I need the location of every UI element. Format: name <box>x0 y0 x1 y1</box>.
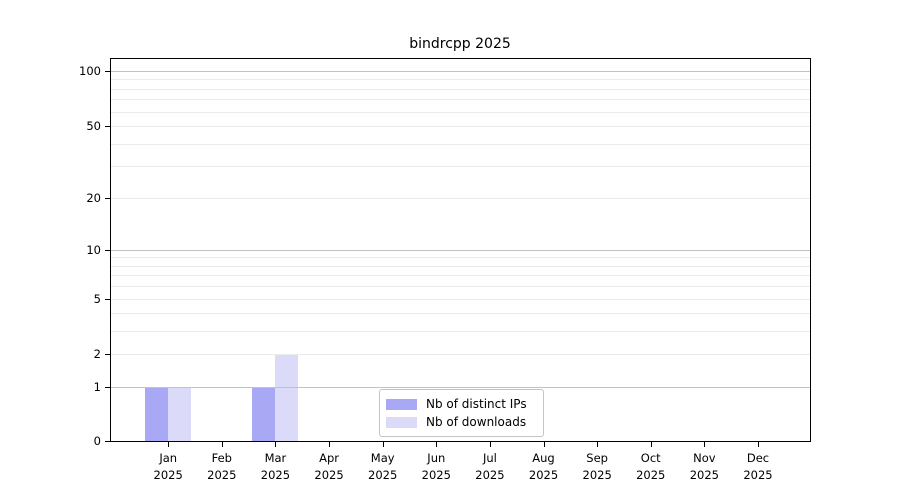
month-label: Sep <box>586 451 608 465</box>
month-label: Oct <box>640 451 661 465</box>
year-label: 2025 <box>475 468 505 482</box>
bar-distinct-ips <box>145 387 169 441</box>
year-label: 2025 <box>260 468 291 482</box>
gridline-minor <box>111 111 810 113</box>
x-axis-tick <box>221 442 223 447</box>
year-label: 2025 <box>314 468 344 482</box>
year-label: 2025 <box>153 468 183 482</box>
month-label: Mar <box>264 451 287 465</box>
y-axis-tick <box>105 71 110 72</box>
month-label: Jul <box>482 451 497 465</box>
gridline-major <box>111 249 810 251</box>
month-label: May <box>370 451 395 465</box>
year-label: 2025 <box>689 468 720 482</box>
x-axis-tick <box>597 442 599 447</box>
x-axis-tick-label: Dec 2025 <box>728 450 788 484</box>
x-axis-tick-label: Feb 2025 <box>192 450 252 484</box>
y-axis-tick <box>105 387 110 389</box>
y-axis-tick <box>105 126 110 128</box>
y-axis-tick-label: 100 <box>79 64 101 78</box>
month-label: Jun <box>427 451 446 465</box>
x-axis-tick-label: Jun 2025 <box>406 450 466 484</box>
month-label: Aug <box>532 451 555 465</box>
plot-area <box>110 58 811 442</box>
year-label: 2025 <box>528 468 559 482</box>
y-axis-tick-label: 1 <box>93 380 101 395</box>
gridline-minor <box>111 275 810 277</box>
x-axis-tick-label: Oct 2025 <box>621 450 681 484</box>
y-axis-tick-label: 5 <box>93 291 101 306</box>
y-axis-tick-label: 0 <box>93 434 101 448</box>
gridline-minor <box>111 331 810 333</box>
x-axis-tick-label: Apr 2025 <box>299 450 359 484</box>
month-label: Jan <box>159 451 178 465</box>
legend-item-distinct-ips: Nb of distinct IPs <box>386 397 537 411</box>
x-axis-tick-label: Jul 2025 <box>460 450 520 484</box>
y-axis-tick <box>105 441 110 442</box>
bar-distinct-ips <box>252 387 276 441</box>
x-axis-tick <box>650 442 652 447</box>
x-axis-tick <box>436 442 438 447</box>
x-axis-tick <box>275 442 277 447</box>
legend-item-downloads: Nb of downloads <box>386 415 537 429</box>
x-axis-tick <box>704 442 706 447</box>
month-label: Dec <box>746 451 770 465</box>
x-axis-tick-label: Sep 2025 <box>567 450 627 484</box>
year-label: 2025 <box>368 468 398 482</box>
legend-label-downloads: Nb of downloads <box>426 415 527 429</box>
y-axis-tick <box>105 298 110 300</box>
gridline-minor <box>111 166 810 168</box>
x-axis-tick <box>543 442 545 447</box>
y-axis-tick-label: 50 <box>86 119 101 134</box>
x-axis-tick-label: Aug 2025 <box>514 450 574 484</box>
y-axis-tick-label: 2 <box>93 347 101 362</box>
month-label: Nov <box>693 451 716 465</box>
month-label: Feb <box>211 451 232 465</box>
gridline-minor <box>111 354 810 356</box>
bar-downloads <box>168 387 192 441</box>
legend-swatch-downloads <box>386 416 417 428</box>
year-label: 2025 <box>421 468 451 482</box>
x-axis-tick-label: May 2025 <box>353 450 413 484</box>
x-axis-tick-label: Nov 2025 <box>674 450 734 484</box>
y-axis-tick <box>105 197 110 199</box>
gridline-major <box>111 71 810 72</box>
x-axis-tick <box>168 442 170 447</box>
year-label: 2025 <box>207 468 237 482</box>
gridline-minor <box>111 265 810 267</box>
gridline-minor <box>111 257 810 259</box>
x-axis-tick <box>382 442 384 447</box>
year-label: 2025 <box>636 468 666 482</box>
x-axis-tick-label: Mar 2025 <box>245 450 305 484</box>
year-label: 2025 <box>743 468 773 482</box>
legend-swatch-distinct-ips <box>386 398 417 410</box>
x-axis-tick <box>329 442 331 447</box>
gridline-minor <box>111 143 810 145</box>
gridline-minor <box>111 298 810 300</box>
y-axis-tick-label: 10 <box>86 242 101 257</box>
gridline-minor <box>111 313 810 315</box>
gridline-minor <box>111 79 810 81</box>
gridline-minor <box>111 126 810 128</box>
gridline-major <box>111 387 810 389</box>
y-axis-tick <box>105 249 110 251</box>
gridline-minor <box>111 286 810 288</box>
gridline-minor <box>111 88 810 90</box>
gridline-minor <box>111 99 810 101</box>
x-axis-tick-label: Jan 2025 <box>138 450 198 484</box>
chart-title: bindrcpp 2025 <box>409 36 511 52</box>
year-label: 2025 <box>582 468 612 482</box>
x-axis-tick <box>758 442 759 447</box>
legend-label-distinct-ips: Nb of distinct IPs <box>426 397 527 411</box>
x-axis-tick <box>489 442 491 447</box>
y-axis-tick-label: 20 <box>86 190 101 205</box>
y-axis-tick <box>105 354 110 356</box>
gridline-minor <box>111 197 810 199</box>
bar-downloads <box>275 354 299 441</box>
legend: Nb of distinct IPs Nb of downloads <box>379 389 544 437</box>
month-label: Apr <box>319 451 339 465</box>
